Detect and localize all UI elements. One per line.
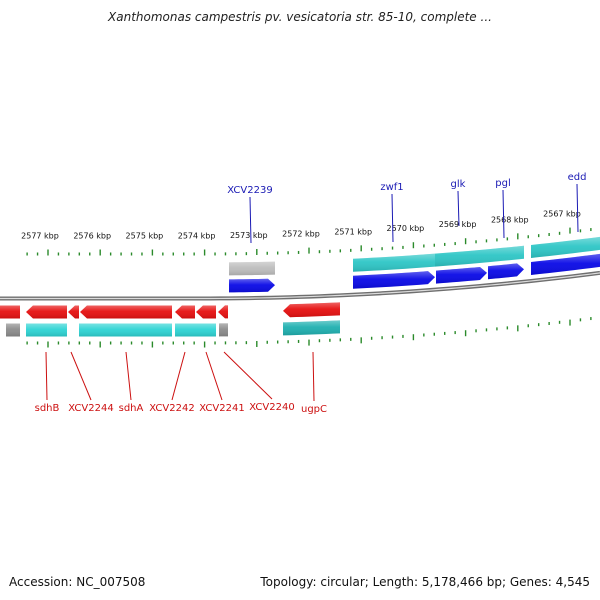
ruler-tick-label: 2576 kbp [73, 232, 111, 241]
gene-label-forward: zwf1 [380, 182, 403, 193]
ruler-labels: 2577 kbp 2576 kbp 2575 kbp 2574 kbp 2573 kbp… [21, 210, 581, 241]
cds-forward-xcv2239-shine [229, 278, 275, 293]
cds-reverse-xcv2244-shine [68, 305, 79, 319]
ruler-tick-label: 2577 kbp [21, 232, 59, 241]
feature-reverse-sdhb-shine [26, 323, 67, 337]
cds-reverse-sdha-shine [80, 305, 172, 319]
gene-label-forward: pgl [495, 178, 510, 189]
feature-reverse-xcv2242-shine [175, 323, 216, 337]
ruler-tick-label: 2573 kbp [230, 231, 268, 240]
ruler-tick-label: 2569 kbp [439, 220, 477, 229]
gene-label-reverse: XCV2244 [68, 403, 113, 414]
cds-reverse-xcv2242-shine [175, 305, 195, 319]
callout-line-reverse [223, 351, 273, 400]
cds-forward-pgl-shine [488, 263, 524, 280]
callout-line-reverse [312, 351, 315, 402]
callout-line-reverse [45, 351, 48, 401]
feature-forward-zwf1-shine [353, 253, 435, 272]
ruler-tick-label: 2574 kbp [178, 231, 216, 240]
callout-line-reverse [205, 351, 223, 401]
gene-label-reverse: XCV2242 [149, 403, 194, 414]
accession-label: Accession: NC_007508 [9, 575, 146, 589]
callout-line-reverse [70, 351, 92, 401]
callout-line-forward [249, 196, 252, 244]
callout-line-reverse [125, 351, 132, 401]
callout-line-reverse [171, 351, 186, 401]
feature-forward-edd-shine [531, 236, 600, 258]
cds-reverse-ugpc-shine [283, 302, 340, 318]
gene-label-reverse: ugpC [301, 404, 327, 415]
callout-line-forward [391, 193, 394, 243]
cds-reverse-xcv2241-shine [196, 305, 216, 319]
ruler-tick-label: 2571 kbp [334, 227, 372, 236]
gene-label-forward: glk [451, 179, 466, 190]
feature-reverse-sdha-shine [79, 323, 172, 337]
ruler-tick-label: 2572 kbp [282, 230, 320, 239]
feature-forward-glk-pgl-shine [435, 245, 524, 267]
feature-reverse-pseudo-shine [6, 323, 20, 337]
cds-reverse-sdhb-shine [26, 305, 67, 319]
gene-label-forward: edd [568, 172, 587, 183]
cds-forward-glk-shine [436, 266, 487, 284]
top-tick-track [26, 227, 592, 256]
map-title: Xanthomonas campestris pv. vesicatoria s… [108, 10, 492, 24]
backbone-inner [0, 272, 600, 300]
genome-backbone [0, 270, 600, 301]
feature-reverse-xcv2240-shine [219, 323, 228, 337]
callout-line-forward [502, 189, 505, 239]
feature-pseudo-xcv2239-shine [229, 261, 275, 276]
feature-reverse-ugpc-shine [283, 320, 340, 336]
cds-reverse-partial-shine [0, 305, 20, 319]
ruler-tick-label: 2575 kbp [126, 232, 164, 241]
callout-line-forward [576, 183, 579, 233]
ruler-tick-label: 2570 kbp [387, 224, 425, 233]
gene-callouts: XCV2239 zwf1 glk pgl edd sdhB XCV2244 sdhA XCV22… [35, 172, 587, 415]
ruler-tick-label: 2567 kbp [543, 210, 581, 219]
gene-label-reverse: sdhA [119, 403, 144, 414]
callout-line-forward [457, 190, 460, 227]
cds-reverse-xcv2240-shine [218, 305, 228, 319]
gene-label-reverse: XCV2241 [199, 403, 244, 414]
feature-tracks [0, 236, 600, 337]
ruler-tick-label: 2568 kbp [491, 215, 529, 224]
cds-forward-zwf1-shine [353, 271, 435, 289]
bottom-tick-track [26, 317, 592, 348]
gene-label-reverse: XCV2240 [249, 402, 294, 413]
cds-forward-edd-shine [531, 253, 600, 275]
gene-label-forward: XCV2239 [227, 185, 272, 196]
topology-label: Topology: circular; Length: 5,178,466 bp… [260, 575, 590, 589]
gene-label-reverse: sdhB [35, 403, 60, 414]
